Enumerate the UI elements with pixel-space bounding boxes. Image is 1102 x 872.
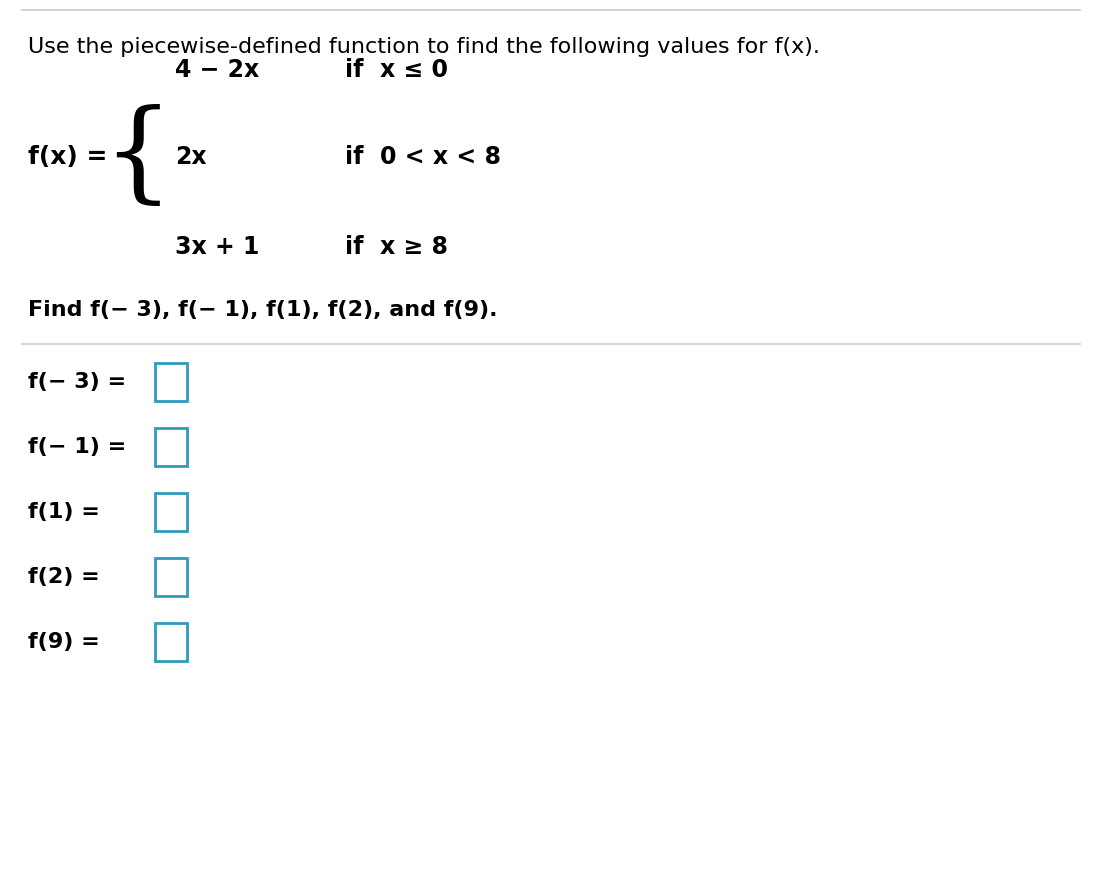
Text: f(x) =: f(x) = (28, 145, 107, 169)
Text: {: { (102, 104, 173, 210)
Text: if  x ≤ 0: if x ≤ 0 (345, 58, 449, 82)
Text: f(2) =: f(2) = (28, 567, 100, 587)
Text: if  0 < x < 8: if 0 < x < 8 (345, 145, 501, 169)
FancyBboxPatch shape (155, 428, 187, 466)
Text: 4 − 2x: 4 − 2x (175, 58, 259, 82)
FancyBboxPatch shape (155, 558, 187, 596)
Text: f(− 1) =: f(− 1) = (28, 437, 127, 457)
FancyBboxPatch shape (155, 623, 187, 661)
Text: if  x ≥ 8: if x ≥ 8 (345, 235, 449, 259)
FancyBboxPatch shape (155, 493, 187, 531)
Text: f(9) =: f(9) = (28, 632, 100, 652)
Text: f(− 3) =: f(− 3) = (28, 372, 126, 392)
Text: f(1) =: f(1) = (28, 502, 100, 522)
Text: 2x: 2x (175, 145, 207, 169)
Text: Find f(− 3), f(− 1), f(1), f(2), and f(9).: Find f(− 3), f(− 1), f(1), f(2), and f(9… (28, 300, 497, 320)
FancyBboxPatch shape (155, 363, 187, 401)
Text: 3x + 1: 3x + 1 (175, 235, 259, 259)
Text: Use the piecewise-defined function to find the following values for f(x).: Use the piecewise-defined function to fi… (28, 37, 820, 57)
